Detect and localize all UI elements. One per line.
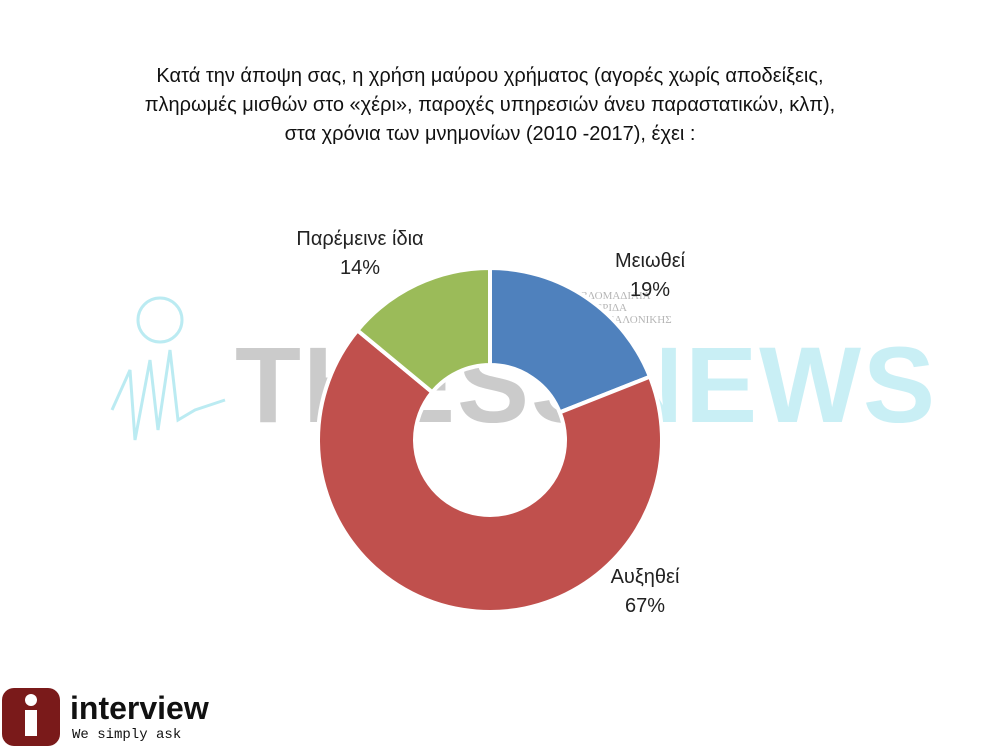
chart-title: Κατά την άποψη σας, η χρήση μαύρου χρήμα… bbox=[0, 62, 980, 149]
category-label: Παρέμεινε ίδια bbox=[296, 228, 424, 250]
slice-label: Μειωθεί 19% bbox=[600, 247, 700, 305]
slice-label: Παρέμεινε ίδια 14% bbox=[290, 225, 430, 283]
value-label: 67% bbox=[624, 595, 666, 617]
slice bbox=[316, 327, 664, 614]
value-label: 19% bbox=[629, 279, 671, 301]
logo-slogan: We simply ask bbox=[72, 727, 182, 743]
logo-name: interview bbox=[70, 690, 209, 726]
slice bbox=[488, 265, 653, 415]
title-line: πληρωμές μισθών στο «χέρι», παροχές υπηρ… bbox=[144, 94, 836, 116]
value-label: 14% bbox=[339, 257, 381, 279]
slice bbox=[354, 265, 492, 396]
watermark-scribble bbox=[110, 296, 226, 441]
slice-label: Αυξηθεί 67% bbox=[580, 563, 710, 621]
category-label: Μειωθεί bbox=[614, 250, 686, 272]
category-label: Αυξηθεί bbox=[610, 566, 680, 588]
title-line: Κατά την άποψη σας, η χρήση μαύρου χρήμα… bbox=[156, 65, 824, 87]
title-line: στα χρόνια των μνημονίων (2010 -2017), έ… bbox=[284, 123, 696, 145]
logo-icon bbox=[2, 688, 60, 746]
